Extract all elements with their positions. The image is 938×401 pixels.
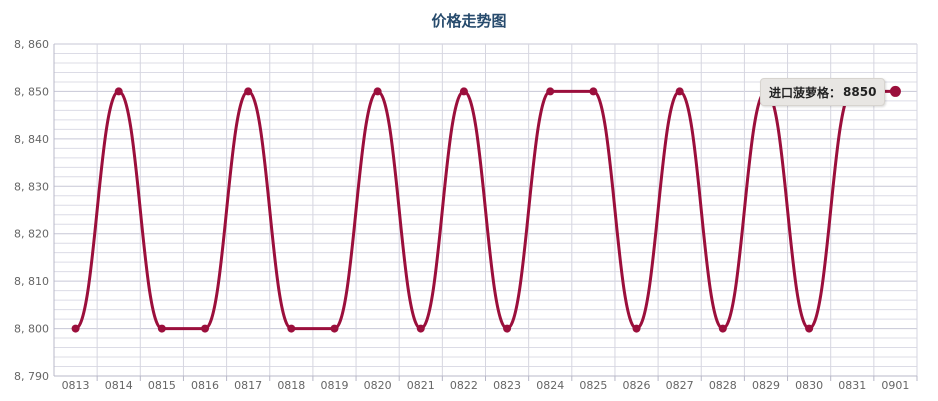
data-point <box>459 87 468 96</box>
tooltip-value: 8850 <box>843 85 877 99</box>
x-tick-label: 0820 <box>364 379 392 392</box>
data-point <box>503 324 512 333</box>
data-point <box>201 324 210 333</box>
data-point <box>718 324 727 333</box>
x-tick-label: 0816 <box>191 379 219 392</box>
x-tick-label: 0826 <box>623 379 651 392</box>
x-tick-label: 0814 <box>105 379 133 392</box>
x-tick-label: 0819 <box>320 379 348 392</box>
data-point <box>114 87 123 96</box>
x-tick-label: 0823 <box>493 379 521 392</box>
x-axis-ticks: 0813 0814 0815 0816 0817 0818 0819 0820 0821 0822… <box>62 376 918 392</box>
x-tick-label: 0825 <box>579 379 607 392</box>
x-tick-label: 0831 <box>838 379 866 392</box>
x-tick-label: 0828 <box>709 379 737 392</box>
tooltip-label: 进口菠萝格： <box>769 85 842 100</box>
y-tick-label: 8, 810 <box>14 275 49 288</box>
data-point <box>157 324 166 333</box>
y-tick-label: 8, 820 <box>14 228 49 241</box>
x-tick-label: 0822 <box>450 379 478 392</box>
data-point <box>589 87 598 96</box>
data-point-hover <box>889 85 901 97</box>
x-tick-label: 0818 <box>277 379 305 392</box>
x-tick-label: 0817 <box>234 379 262 392</box>
y-tick-label: 8, 840 <box>14 133 49 146</box>
tooltip: 进口菠萝格： 8850 <box>760 78 886 106</box>
x-tick-label: 0813 <box>62 379 90 392</box>
y-tick-label: 8, 860 <box>14 38 49 51</box>
x-tick-label: 0821 <box>407 379 435 392</box>
x-tick-label: 0827 <box>666 379 694 392</box>
data-point <box>632 324 641 333</box>
series-line <box>74 89 896 331</box>
x-tick-label: 0824 <box>536 379 564 392</box>
chart-title: 价格走势图 <box>431 12 507 30</box>
data-point <box>546 87 555 96</box>
y-tick-label: 8, 850 <box>14 85 49 98</box>
data-point <box>373 87 382 96</box>
x-tick-label: 0815 <box>148 379 176 392</box>
series-group <box>71 85 901 333</box>
data-point <box>244 87 253 96</box>
data-point <box>71 324 80 333</box>
y-tick-label: 8, 830 <box>14 180 49 193</box>
data-point <box>675 87 684 96</box>
data-point <box>805 324 814 333</box>
data-point <box>287 324 296 333</box>
data-point <box>416 324 425 333</box>
x-tick-label: 0829 <box>752 379 780 392</box>
y-tick-label: 8, 800 <box>14 323 49 336</box>
x-tick-label: 0830 <box>795 379 823 392</box>
y-tick-label: 8, 790 <box>14 370 49 383</box>
y-axis-ticks: 8, 790 8, 800 8, 810 8, 820 8, 830 8, 840 8, 8… <box>14 38 49 383</box>
x-tick-label: 0901 <box>881 379 909 392</box>
data-point <box>330 324 339 333</box>
